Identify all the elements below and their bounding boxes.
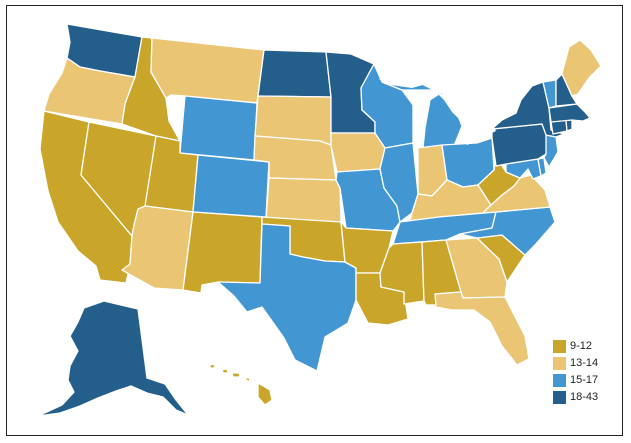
legend-swatch bbox=[553, 374, 566, 387]
legend-swatch bbox=[553, 357, 566, 370]
legend-label: 9-12 bbox=[570, 340, 593, 352]
state-ri bbox=[565, 119, 573, 132]
legend-label: 15-17 bbox=[570, 374, 599, 386]
lake-erie bbox=[464, 127, 496, 145]
state-nh bbox=[555, 73, 578, 107]
legend-label: 13-14 bbox=[570, 357, 599, 369]
state-mt bbox=[150, 37, 265, 104]
legend-item: 9-12 bbox=[553, 338, 617, 355]
state-nj bbox=[543, 134, 559, 168]
legend-swatch bbox=[553, 391, 566, 404]
state-ma bbox=[548, 103, 591, 123]
state-nd bbox=[257, 49, 332, 98]
state-de bbox=[537, 157, 547, 177]
state-me bbox=[561, 39, 602, 97]
lake-huron bbox=[436, 92, 462, 120]
legend-item: 15-17 bbox=[553, 372, 617, 389]
state-co bbox=[192, 154, 270, 218]
legend-swatch bbox=[553, 340, 566, 353]
legend: 9-12 13-14 15-17 18-43 bbox=[553, 338, 617, 406]
state-nc bbox=[459, 206, 556, 256]
state-nm bbox=[182, 211, 263, 294]
lake-superior bbox=[379, 75, 430, 88]
state-ia bbox=[330, 132, 386, 173]
legend-item: 13-14 bbox=[553, 355, 617, 372]
state-tx bbox=[217, 223, 357, 372]
state-hi bbox=[209, 363, 273, 406]
legend-label: 18-43 bbox=[570, 391, 599, 403]
lake-michigan bbox=[413, 92, 428, 142]
state-fl bbox=[425, 291, 530, 366]
state-wy bbox=[179, 95, 258, 161]
legend-item: 18-43 bbox=[553, 389, 617, 406]
state-ks bbox=[265, 177, 342, 223]
state-ak bbox=[37, 300, 189, 417]
